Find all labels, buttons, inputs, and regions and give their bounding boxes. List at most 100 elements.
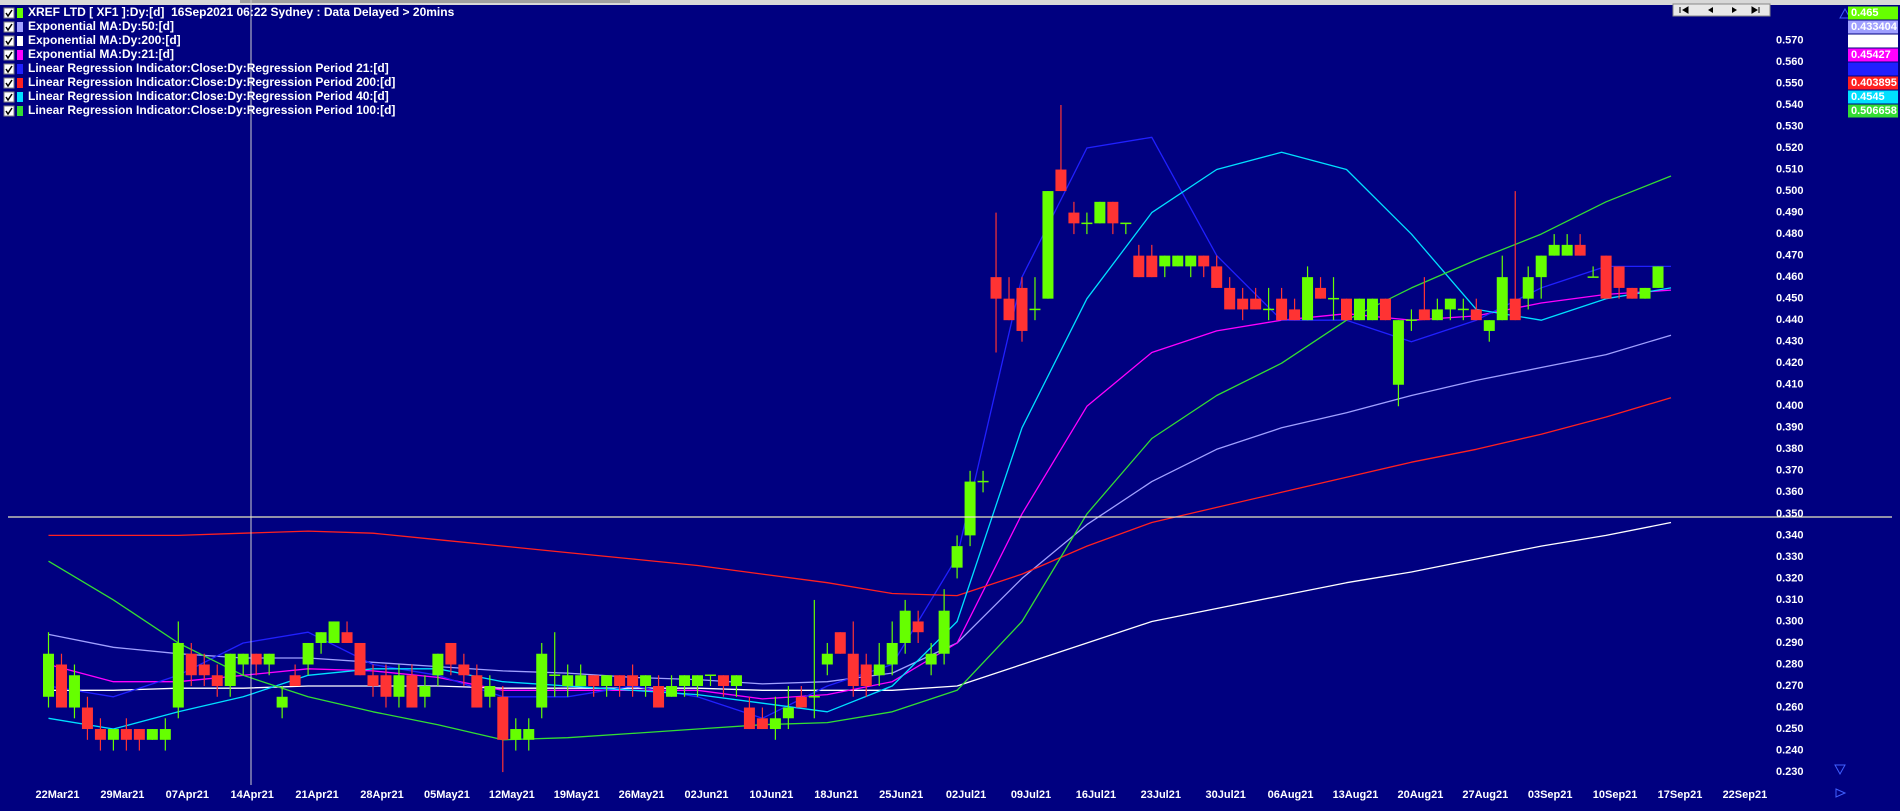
legend-swatch — [17, 36, 23, 46]
candle-body — [925, 653, 937, 665]
candle-body — [795, 696, 807, 708]
indicator-line — [48, 521, 1672, 691]
legend-swatch — [17, 8, 23, 18]
candle-body — [419, 686, 431, 697]
candle-body — [1379, 298, 1391, 321]
candle-body — [588, 675, 600, 687]
x-tick-label: 20Aug21 — [1397, 789, 1443, 801]
candle-body — [367, 675, 379, 687]
nav-buttons — [1672, 3, 1771, 17]
candle-body — [1561, 244, 1573, 256]
scroll-down[interactable] — [1834, 764, 1846, 776]
candle-body — [445, 642, 457, 665]
y-tick-label: 0.520 — [1776, 142, 1804, 154]
candle-body — [899, 610, 911, 643]
indicator-line — [48, 151, 1672, 730]
candle-body — [653, 686, 665, 708]
y-tick-label: 0.250 — [1776, 723, 1804, 735]
legend-label: Exponential MA:Dy:21:[d] — [28, 47, 174, 61]
legend-check — [5, 79, 13, 88]
candle-body — [341, 632, 353, 643]
candle-body — [821, 653, 833, 665]
candle-body — [1626, 287, 1638, 299]
candle-body — [224, 653, 236, 687]
candle-body — [782, 707, 794, 719]
scroll-up[interactable] — [1839, 7, 1851, 19]
nav-last[interactable] — [1751, 6, 1760, 14]
candle-body — [237, 653, 249, 665]
candle-body — [211, 675, 223, 687]
candle-body — [94, 729, 106, 740]
candle-body — [1457, 308, 1469, 311]
candle-body — [1055, 169, 1067, 192]
candle-body — [1535, 255, 1547, 278]
candle-body — [1405, 319, 1417, 321]
candle-body — [730, 675, 742, 687]
candle-body — [55, 664, 67, 708]
candle-body — [120, 729, 132, 740]
legend-swatch — [17, 106, 23, 116]
legend: XREF LTD [ XF1 ]:Dy:[d] 16Sep2021 06:22 … — [3, 5, 455, 117]
candle-body — [406, 675, 418, 708]
candle-body — [315, 632, 327, 643]
nav-prev[interactable] — [1708, 7, 1713, 13]
legend-check — [5, 65, 13, 74]
candle-body — [1600, 255, 1612, 299]
candle-body — [159, 729, 171, 740]
value-boxes: 0.465 0.433404 0.346421 0.45427 0.403895 0.45… — [1848, 6, 1898, 118]
indicator-line — [48, 334, 1672, 685]
x-tick-label: 10Sep21 — [1593, 789, 1638, 801]
scrollbar[interactable] — [240, 0, 630, 3]
y-tick-label: 0.380 — [1776, 443, 1804, 455]
candle-body — [1652, 266, 1664, 288]
candle-body — [562, 675, 574, 687]
legend-checkbox — [3, 77, 15, 89]
scroll-right[interactable] — [1835, 788, 1847, 798]
candle-body — [1483, 320, 1495, 331]
value-box-label: 0.346421 — [1851, 35, 1897, 47]
x-tick-label: 18Jun21 — [814, 789, 858, 801]
legend-checkbox — [3, 49, 15, 61]
legend-title: XREF LTD [ XF1 ]:Dy:[d] 16Sep2021 06:22 … — [28, 5, 455, 19]
y-tick-label: 0.350 — [1776, 508, 1804, 520]
y-tick-label: 0.300 — [1776, 615, 1804, 627]
nav-next[interactable] — [1732, 7, 1737, 13]
candle-body — [1613, 266, 1625, 288]
candle-body — [302, 642, 314, 665]
nav-first[interactable] — [1679, 6, 1689, 14]
legend-label: Linear Regression Indicator:Close:Dy:Reg… — [28, 61, 389, 75]
legend-swatch — [17, 78, 23, 88]
candle-body — [990, 277, 1002, 299]
y-tick-label: 0.550 — [1776, 77, 1804, 89]
candle-body — [43, 653, 54, 697]
candle-body — [886, 642, 898, 665]
candle-body — [964, 481, 976, 536]
candle-body — [704, 674, 716, 677]
top-strip — [0, 0, 1900, 5]
indicator-line — [48, 175, 1672, 741]
candle-body — [977, 480, 989, 483]
candle-body — [873, 664, 885, 676]
candle-body — [1133, 255, 1145, 278]
legend-checkbox — [3, 35, 15, 47]
candle-body — [1172, 255, 1184, 267]
y-tick-label: 0.470 — [1776, 250, 1804, 262]
x-tick-label: 10Jun21 — [749, 789, 793, 801]
x-tick-label: 19May21 — [554, 789, 600, 801]
candle-body — [1392, 320, 1404, 385]
candle-body — [458, 664, 470, 676]
candle-body — [1366, 298, 1378, 321]
candle-body — [847, 653, 859, 687]
candles — [43, 104, 1664, 773]
candle-body — [380, 675, 392, 697]
candle-body — [393, 675, 405, 697]
legend-checkbox — [3, 105, 15, 117]
legend-check — [5, 107, 13, 116]
y-tick-label: 0.230 — [1776, 766, 1804, 778]
x-tick-label: 12May21 — [489, 789, 535, 801]
candle-body — [1016, 287, 1028, 331]
value-box-label: 0.465 — [1851, 7, 1879, 19]
x-tick-label: 05May21 — [424, 789, 470, 801]
